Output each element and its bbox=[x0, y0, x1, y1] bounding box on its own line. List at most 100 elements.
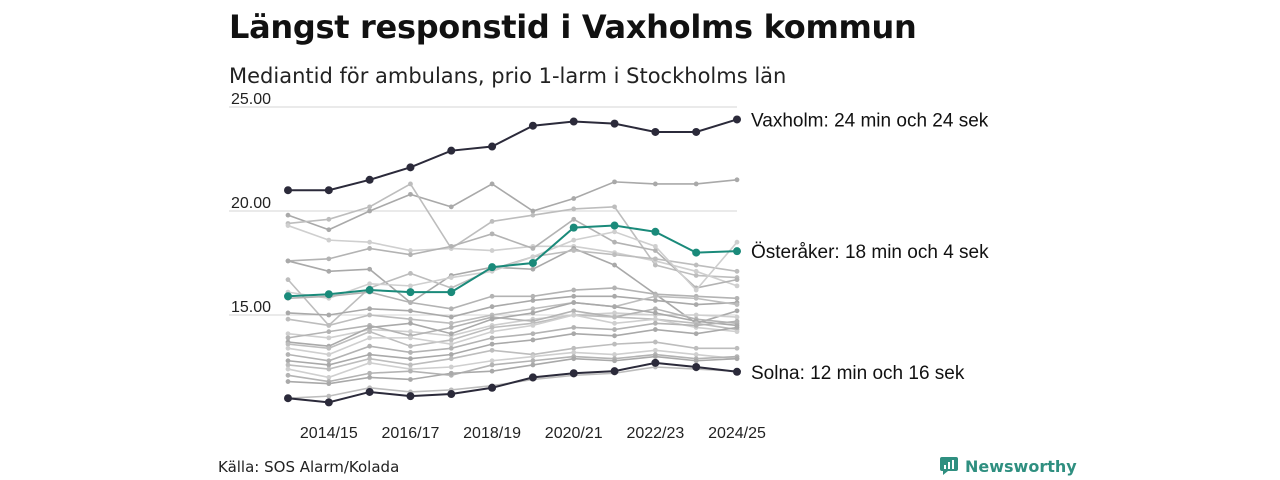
data-point bbox=[530, 246, 536, 251]
data-point bbox=[693, 345, 699, 351]
data-point bbox=[406, 288, 415, 297]
data-point bbox=[612, 204, 617, 210]
data-point bbox=[488, 383, 497, 392]
chart-subtitle: Mediantid för ambulans, prio 1-larm i St… bbox=[229, 64, 787, 88]
data-point bbox=[651, 227, 660, 236]
data-point bbox=[652, 354, 658, 359]
data-point bbox=[612, 229, 617, 235]
data-point bbox=[489, 362, 495, 368]
data-point bbox=[530, 254, 536, 260]
data-point bbox=[326, 216, 332, 222]
data-point bbox=[693, 287, 699, 293]
data-point bbox=[652, 243, 658, 249]
data-point bbox=[528, 259, 537, 267]
data-point bbox=[326, 362, 332, 368]
data-point bbox=[448, 345, 454, 351]
data-point bbox=[324, 398, 333, 407]
data-point bbox=[365, 175, 374, 184]
data-point bbox=[612, 239, 617, 245]
data-point bbox=[734, 318, 740, 324]
data-point bbox=[448, 243, 454, 249]
series-line bbox=[287, 224, 738, 287]
data-point bbox=[489, 329, 495, 335]
data-point bbox=[448, 331, 454, 337]
data-point bbox=[285, 379, 291, 384]
y-tick-label: 20.00 bbox=[231, 195, 271, 212]
data-point bbox=[326, 393, 332, 399]
highlight-series-solna bbox=[284, 358, 741, 407]
data-point bbox=[284, 394, 292, 403]
data-point bbox=[528, 121, 537, 130]
data-point bbox=[285, 258, 291, 264]
data-point bbox=[408, 368, 413, 374]
data-point bbox=[326, 323, 332, 328]
series-line bbox=[287, 249, 738, 327]
data-point bbox=[326, 256, 332, 262]
data-point bbox=[367, 360, 373, 366]
data-point bbox=[447, 146, 456, 155]
series-line bbox=[287, 295, 738, 327]
data-point bbox=[489, 341, 495, 347]
data-point bbox=[326, 366, 332, 372]
data-point bbox=[284, 292, 292, 301]
data-point bbox=[530, 331, 536, 337]
chart-title: Längst responstid i Vaxholms kommun bbox=[229, 8, 917, 46]
data-point bbox=[571, 216, 577, 222]
data-point bbox=[284, 186, 292, 195]
data-point bbox=[734, 268, 740, 274]
series-line bbox=[287, 301, 738, 348]
data-point bbox=[285, 345, 291, 351]
data-point bbox=[489, 304, 495, 310]
newsworthy-logo-icon bbox=[940, 457, 958, 475]
y-tick-labels: 15.00 20.00 25.00 bbox=[231, 91, 271, 316]
data-point bbox=[612, 341, 617, 347]
x-tick-label: 2022/23 bbox=[626, 425, 684, 442]
data-point bbox=[489, 181, 495, 187]
data-point bbox=[612, 314, 617, 320]
data-point bbox=[693, 262, 699, 268]
data-point bbox=[326, 358, 332, 364]
data-point bbox=[734, 325, 740, 330]
data-point bbox=[448, 275, 454, 280]
data-point bbox=[612, 352, 617, 357]
data-point bbox=[610, 367, 619, 376]
data-point bbox=[693, 352, 699, 357]
data-point bbox=[448, 364, 454, 370]
background-series-line bbox=[285, 223, 740, 289]
data-point bbox=[569, 223, 578, 232]
x-tick-labels: 2014/15 2016/17 2018/19 2020/21 2022/23 2024/… bbox=[300, 425, 766, 442]
data-point bbox=[408, 191, 413, 197]
data-point bbox=[285, 358, 291, 364]
data-point bbox=[652, 316, 658, 322]
highlighted-series bbox=[284, 115, 741, 407]
data-point bbox=[489, 325, 495, 330]
background-series-line bbox=[285, 354, 740, 387]
data-point bbox=[448, 356, 454, 362]
data-point bbox=[530, 306, 536, 312]
data-point bbox=[734, 277, 740, 283]
data-point bbox=[693, 295, 699, 301]
data-point bbox=[448, 337, 454, 343]
data-point bbox=[652, 248, 658, 253]
data-point bbox=[571, 331, 577, 337]
series-line bbox=[287, 287, 738, 310]
x-tick-label: 2018/19 bbox=[463, 425, 521, 442]
series-line bbox=[287, 353, 738, 383]
data-point bbox=[651, 127, 660, 136]
series-line bbox=[287, 230, 738, 300]
series-line bbox=[287, 224, 738, 298]
data-point bbox=[652, 310, 658, 316]
data-point bbox=[448, 320, 454, 326]
brand-logo: Newsworthy bbox=[939, 456, 1077, 476]
data-point bbox=[530, 310, 536, 316]
data-point bbox=[285, 277, 291, 283]
data-point bbox=[733, 367, 741, 376]
data-point bbox=[530, 354, 536, 359]
data-point bbox=[285, 316, 291, 322]
data-point bbox=[367, 312, 373, 318]
data-point bbox=[408, 362, 413, 368]
data-point bbox=[734, 329, 740, 335]
data-point bbox=[408, 377, 413, 382]
data-point bbox=[326, 345, 332, 351]
data-point bbox=[285, 352, 291, 357]
